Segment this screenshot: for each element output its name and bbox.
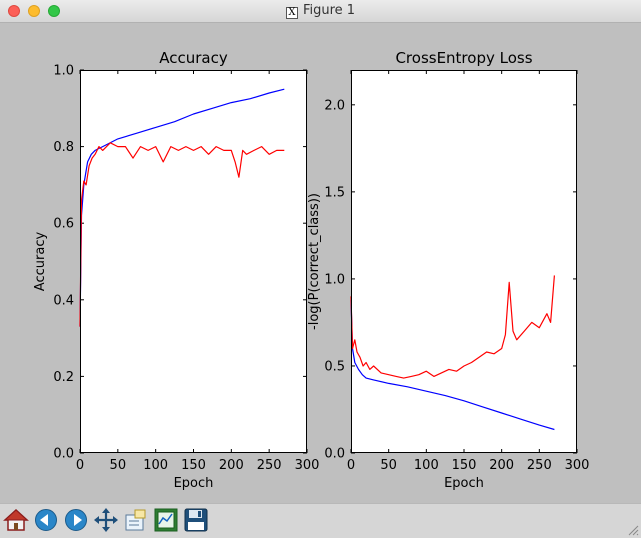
resize-grip-icon[interactable] [627, 524, 639, 536]
y-tick-label: 0.0 [324, 447, 345, 462]
x-tick-label: 250 [257, 458, 282, 473]
navigation-toolbar [0, 503, 641, 538]
figure-canvas[interactable]: 0 50 100 150 200 250 300 0.0 0.2 0.4 0.6 0.8 1.0 Acc… [0, 23, 641, 503]
window-title-wrap: X Figure 1 [0, 3, 641, 19]
configure-subplots-button[interactable] [153, 507, 179, 533]
figure-svg: 0 50 100 150 200 250 300 0.0 0.2 0.4 0.6 0.8 1.0 Acc… [33, 49, 589, 491]
accuracy-xlabel: Epoch [174, 476, 214, 491]
zoom-button[interactable] [123, 507, 149, 533]
x-tick-label: 50 [380, 458, 397, 473]
loss-ylabel: -log(P(correct_class)) [307, 193, 322, 330]
accuracy-axes-frame [80, 70, 307, 453]
x-tick-label: 100 [143, 458, 168, 473]
accuracy-ticks: 0 50 100 150 200 250 300 0.0 0.2 0.4 0.6 0.8 1.0 [53, 64, 319, 474]
loss-xlabel: Epoch [444, 476, 484, 491]
x-tick-label: 200 [489, 458, 514, 473]
x-tick-label: 250 [527, 458, 552, 473]
accuracy-subplot: 0 50 100 150 200 250 300 0.0 0.2 0.4 0.6 0.8 1.0 Acc… [33, 49, 319, 491]
accuracy-plot-area [80, 70, 307, 453]
loss-lines [350, 275, 555, 431]
minimize-window-button[interactable] [28, 5, 40, 17]
title-bar[interactable]: X Figure 1 [0, 0, 641, 23]
pan-button[interactable] [93, 507, 119, 533]
loss-plot-area [351, 70, 577, 453]
pan-arrows-icon [94, 508, 118, 532]
validation-series-line [350, 275, 555, 379]
y-tick-label: 1.0 [53, 64, 74, 79]
save-button[interactable] [183, 507, 209, 533]
subplots-icon [154, 508, 178, 532]
y-tick-label: 0.6 [53, 217, 74, 232]
home-icon [3, 508, 29, 531]
back-arrow-icon [35, 509, 57, 531]
y-tick-label: 0.5 [324, 359, 345, 374]
zoom-window-button[interactable] [48, 5, 60, 17]
close-window-button[interactable] [8, 5, 20, 17]
loss-ticks: 0 50 100 150 200 250 300 0.0 0.5 1.0 1.5 2.0 [324, 70, 589, 473]
zoom-rect-icon [125, 509, 146, 531]
home-button[interactable] [3, 507, 29, 533]
x11-app-icon: X [285, 7, 298, 19]
y-tick-label: 0.8 [53, 140, 74, 155]
x-tick-label: 300 [295, 458, 320, 473]
validation-series-line [79, 142, 285, 327]
accuracy-ylabel: Accuracy [33, 232, 48, 292]
x-tick-label: 50 [110, 458, 127, 473]
train-series-line [79, 88, 285, 327]
x-tick-label: 200 [219, 458, 244, 473]
x-tick-label: 100 [414, 458, 439, 473]
forward-arrow-icon [65, 509, 87, 531]
window-title: Figure 1 [302, 3, 356, 18]
loss-subplot: 0 50 100 150 200 250 300 0.0 0.5 1.0 1.5 2.0 CrossE… [307, 49, 589, 491]
train-series-line [350, 299, 555, 431]
y-tick-label: 1.5 [324, 185, 345, 200]
loss-axes-frame [351, 70, 577, 453]
floppy-disk-icon [184, 508, 208, 532]
y-tick-label: 0.0 [53, 447, 74, 462]
loss-title: CrossEntropy Loss [395, 49, 532, 67]
y-tick-label: 0.2 [53, 370, 74, 385]
y-tick-label: 2.0 [324, 98, 345, 113]
x-tick-label: 150 [181, 458, 206, 473]
x-tick-label: 150 [452, 458, 477, 473]
forward-button[interactable] [63, 507, 89, 533]
accuracy-lines [79, 88, 285, 327]
y-tick-label: 1.0 [324, 272, 345, 287]
x-tick-label: 0 [76, 458, 84, 473]
x-tick-label: 300 [565, 458, 590, 473]
y-tick-label: 0.4 [53, 293, 74, 308]
back-button[interactable] [33, 507, 59, 533]
accuracy-title: Accuracy [159, 49, 228, 67]
x-tick-label: 0 [347, 458, 355, 473]
